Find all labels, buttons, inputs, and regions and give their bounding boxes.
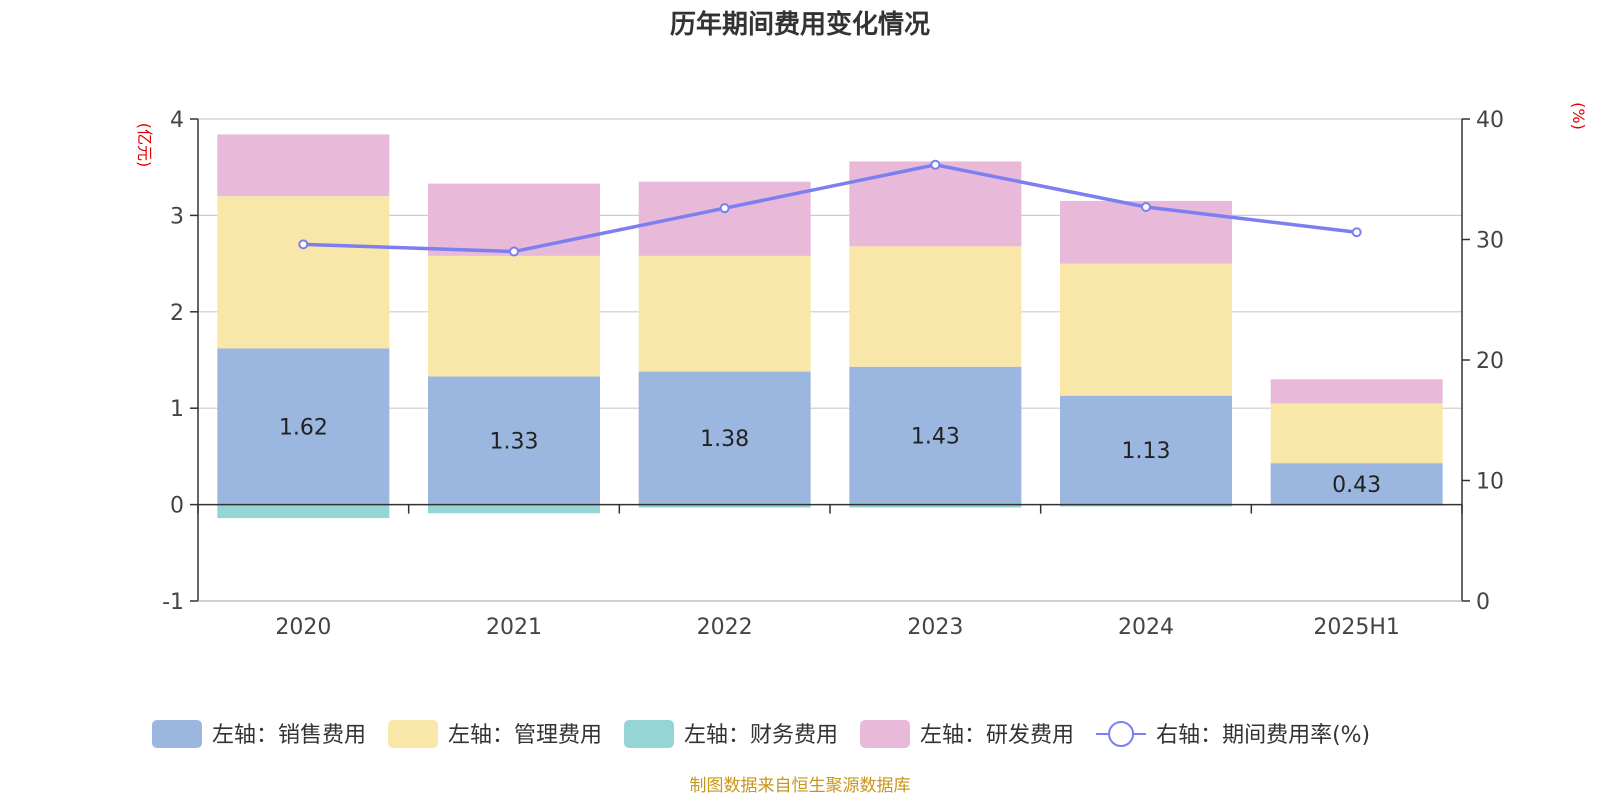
left-tick-label: 1 xyxy=(170,397,184,422)
bar-segment xyxy=(1270,463,1443,505)
bar-segment xyxy=(849,366,1022,505)
bar-value-label: 0.43 xyxy=(1332,473,1381,498)
legend-swatch xyxy=(152,720,202,748)
x-tick-label: 2021 xyxy=(486,615,542,640)
legend-marker xyxy=(1108,721,1135,747)
chart-title: 历年期间费用变化情况 xyxy=(670,9,930,40)
legend-swatch xyxy=(860,720,911,748)
bar-segment xyxy=(849,246,1022,367)
rate-point xyxy=(298,239,309,250)
right-tick-label: 0 xyxy=(1476,590,1490,615)
right-tick-label: 40 xyxy=(1476,108,1504,133)
x-tick-label: 2024 xyxy=(1118,615,1174,640)
legend: 左轴：销售费用 左轴：管理费用 左轴：财务费用 左轴：研发费用 右轴：期间费用率(%) xyxy=(152,720,1370,748)
bar-segment xyxy=(1270,379,1443,404)
bar-value-label: 1.13 xyxy=(1122,439,1171,464)
x-tick-label: 2023 xyxy=(907,615,963,640)
legend-label: 左轴：研发费用 xyxy=(920,723,1074,748)
bar-segment xyxy=(638,255,811,372)
left-tick-label: 2 xyxy=(170,301,184,326)
bar-segment xyxy=(1060,504,1232,507)
bar-segment xyxy=(428,504,600,514)
bar-segment xyxy=(428,376,600,505)
x-tick-label: 2020 xyxy=(275,615,331,640)
rate-point xyxy=(930,159,941,170)
rate-point xyxy=(1141,201,1151,212)
right-tick-label: 20 xyxy=(1476,349,1504,374)
x-tick-label: 2022 xyxy=(697,615,753,640)
source-note: 制图数据来自恒生聚源数据库 xyxy=(690,776,911,796)
bar-segment xyxy=(217,348,390,505)
rate-line xyxy=(303,163,1357,254)
x-tick-label: 2025H1 xyxy=(1313,615,1400,640)
legend-label: 左轴：管理费用 xyxy=(448,723,602,748)
bar-segment xyxy=(1270,403,1443,464)
bar-segment xyxy=(428,183,600,256)
legend-label: 左轴：财务费用 xyxy=(684,723,838,748)
bar-segment xyxy=(1060,395,1232,505)
bar-segment xyxy=(638,181,811,256)
left-tick-label: 3 xyxy=(170,204,184,229)
left-tick-label: 4 xyxy=(170,108,184,133)
bar-data-labels: 1.62 1.33 1.38 1.43 1.13 0.43 xyxy=(279,416,1381,498)
left-tick-label: -1 xyxy=(162,590,184,615)
bar-segment xyxy=(1060,263,1232,396)
legend-swatch xyxy=(388,720,439,748)
right-tick-label: 30 xyxy=(1476,229,1504,254)
left-axis-unit: (亿元) xyxy=(135,123,154,168)
left-tick-label: 0 xyxy=(170,494,184,519)
legend-label: 右轴：期间费用率(%) xyxy=(1156,723,1370,748)
right-axis-unit: (%) xyxy=(1569,102,1588,130)
legend-label: 左轴：销售费用 xyxy=(212,723,366,748)
bar-segment xyxy=(638,504,811,508)
bar-segment xyxy=(638,371,811,505)
rate-point xyxy=(1351,227,1362,238)
bar-segment xyxy=(428,255,600,377)
bar-value-label: 1.38 xyxy=(700,427,749,452)
legend-swatch xyxy=(624,720,675,748)
right-tick-label: 10 xyxy=(1476,470,1504,495)
bar-segment xyxy=(217,134,390,197)
rate-point xyxy=(509,246,519,257)
bar-segment xyxy=(849,504,1022,508)
bar-value-label: 1.43 xyxy=(911,425,960,450)
bar-segment xyxy=(849,161,1022,247)
bar-series xyxy=(217,134,1443,519)
bar-value-label: 1.33 xyxy=(490,429,539,454)
rate-point xyxy=(719,203,730,214)
rate-line-series xyxy=(298,159,1362,257)
bar-segment xyxy=(217,504,390,519)
bar-value-label: 1.62 xyxy=(279,416,328,441)
bar-segment xyxy=(217,196,390,349)
